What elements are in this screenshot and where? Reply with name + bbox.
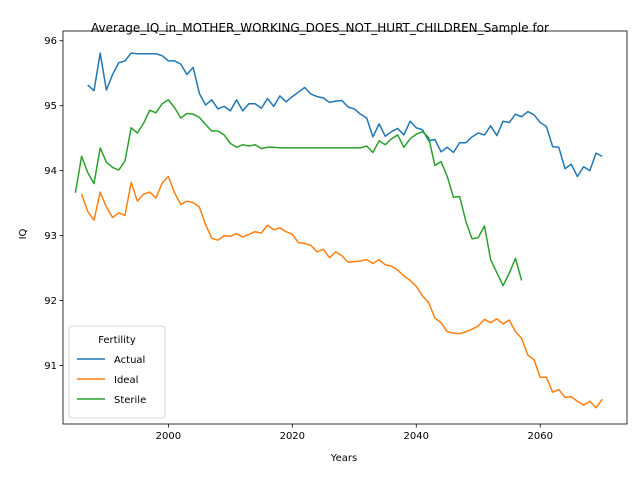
legend-entry-ideal: Ideal <box>114 375 138 386</box>
x-axis-label: Years <box>330 453 357 464</box>
series-line-actual <box>87 52 603 178</box>
legend-entry-sterile: Sterile <box>114 395 146 406</box>
y-axis: 91 92 93 94 95 96 <box>44 36 63 372</box>
chart-title: Average_IQ_in_MOTHER_WORKING_DOES_NOT_HU… <box>91 21 549 35</box>
x-tick-label: 2040 <box>404 431 429 442</box>
x-axis: 2000 2020 2040 2060 <box>156 424 553 442</box>
y-tick-label: 91 <box>44 361 57 372</box>
series-line-ideal <box>80 175 603 409</box>
legend-entry-actual: Actual <box>114 355 145 366</box>
y-axis-label: IQ <box>18 228 29 239</box>
x-tick-label: 2000 <box>156 431 181 442</box>
y-tick-label: 92 <box>44 296 57 307</box>
legend-box <box>68 325 166 419</box>
y-tick-label: 96 <box>44 36 57 47</box>
x-tick-label: 2020 <box>280 431 305 442</box>
y-tick-label: 93 <box>44 231 57 242</box>
axes-frame <box>62 30 628 425</box>
series-line-sterile <box>74 99 523 287</box>
x-tick-label: 2060 <box>528 431 553 442</box>
y-tick-label: 95 <box>44 101 57 112</box>
y-tick-label: 94 <box>44 166 57 177</box>
legend-title: Fertility <box>98 335 136 346</box>
legend: Fertility Actual Ideal Sterile <box>68 325 166 419</box>
plot-area <box>62 30 628 425</box>
